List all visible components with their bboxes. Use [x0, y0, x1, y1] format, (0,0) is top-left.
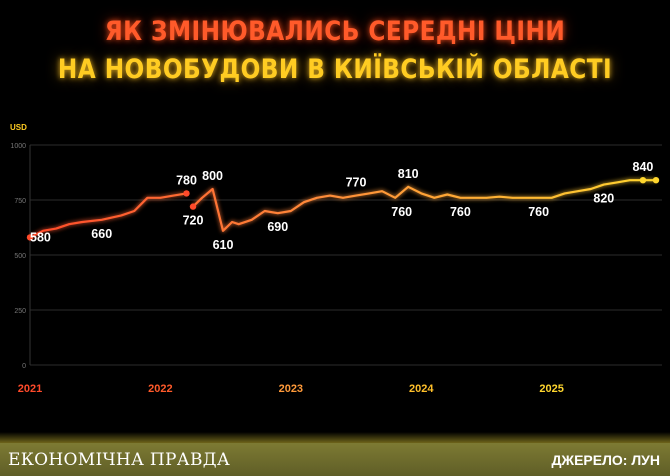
data-label: 820 [593, 192, 614, 206]
data-label: 760 [528, 205, 549, 219]
price-line-chart: 0 250 500 750 1000 USD 2021 2022 2023 2024 2025 580… [10, 123, 662, 395]
source-label: ДЖЕРЕЛО: ЛУН [551, 452, 660, 468]
data-label: 760 [391, 205, 412, 219]
data-point [652, 177, 660, 184]
series-line-segment-2 [192, 179, 656, 232]
data-point [639, 177, 647, 184]
data-label: 810 [398, 167, 419, 181]
data-point [183, 190, 190, 197]
data-label: 760 [450, 205, 471, 219]
footer-bar [0, 443, 670, 476]
chart-title-line-1: ЯК ЗМІНЮВАЛИСЬ СЕРЕДНІ ЦІНИ [104, 16, 566, 47]
data-label: 690 [267, 220, 288, 234]
y-tick-label: 250 [14, 308, 26, 315]
y-tick-label: 500 [14, 253, 26, 260]
x-tick-label: 2024 [409, 383, 434, 395]
y-tick-label: 0 [22, 363, 26, 370]
data-label: 770 [346, 176, 367, 190]
data-label: 580 [30, 230, 51, 244]
y-tick-label: 1000 [10, 143, 26, 150]
data-label: 610 [213, 238, 234, 252]
x-tick-label: 2021 [18, 383, 42, 395]
chart-title-line-2: НА НОВОБУДОВИ В КИЇВСЬКІЙ ОБЛАСТІ [57, 54, 613, 85]
series-line-segment-1 [29, 192, 187, 239]
brand-logo: ЕКОНОМІЧНА ПРАВДА [8, 450, 231, 470]
x-tick-label: 2025 [539, 383, 563, 395]
footer-glow [0, 432, 670, 446]
data-label: 840 [633, 160, 654, 174]
x-tick-label: 2023 [279, 383, 303, 395]
data-label: 780 [176, 173, 197, 187]
data-point [26, 234, 34, 241]
y-tick-label: 750 [14, 198, 26, 205]
data-label: 720 [183, 214, 204, 228]
data-point [189, 203, 197, 210]
y-axis-label: USD [10, 123, 27, 132]
x-tick-label: 2022 [148, 383, 172, 395]
data-label: 800 [202, 169, 223, 183]
data-label: 660 [91, 227, 112, 241]
